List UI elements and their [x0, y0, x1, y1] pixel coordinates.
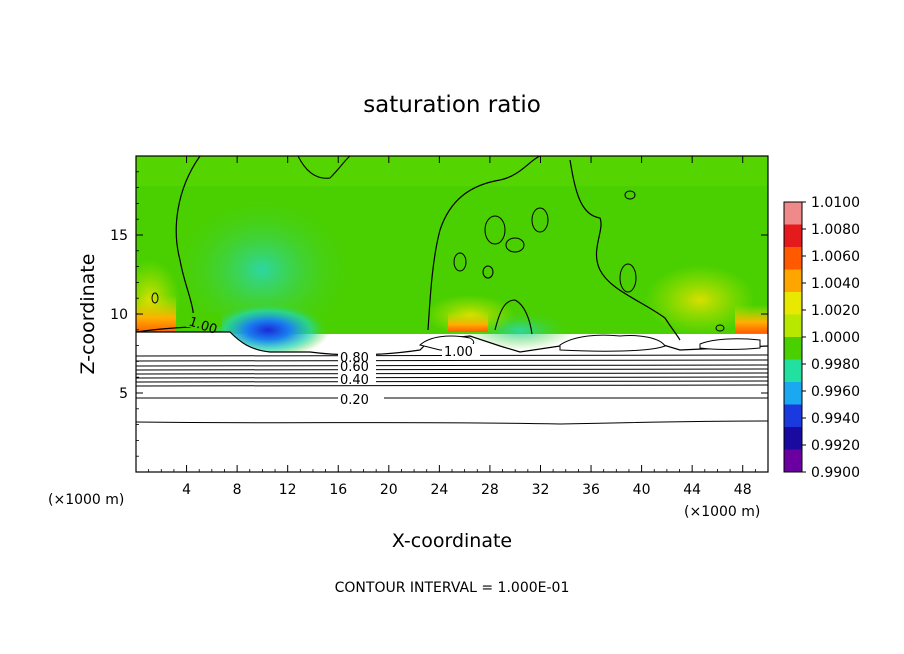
- colorbar-swatch: [784, 247, 802, 270]
- contour-ring: [151, 292, 159, 304]
- contour-label-bg: [186, 313, 222, 327]
- lighter-green-band: [136, 156, 768, 186]
- colorbar-label: 1.0020: [811, 303, 860, 319]
- colorbar-swatch: [784, 202, 802, 225]
- colorbar-swatch: [784, 337, 802, 360]
- contour-ring: [531, 207, 549, 233]
- contour-label-bg: [338, 353, 376, 363]
- colorbar-label: 1.0080: [811, 222, 860, 238]
- colorbar-swatch: [784, 224, 802, 248]
- contour-line: [136, 359, 768, 362]
- contour-label: 0.40: [340, 373, 369, 388]
- colorbar-swatch: [784, 427, 802, 450]
- y-tick-label: 15: [110, 228, 128, 244]
- cyan-plume: [167, 192, 357, 348]
- contour-ring: [619, 263, 637, 293]
- colorbar: 1.0100 1.0080 1.0060 1.0040 1.0020 1.0000 0.99…: [783, 195, 860, 481]
- contour-line: [136, 156, 201, 333]
- cloud-blob-contour: [699, 338, 761, 350]
- x-tick-label: 12: [279, 482, 297, 498]
- x-tick-label: 24: [430, 482, 448, 498]
- contour-label-bg: [338, 372, 376, 384]
- contour-line: [427, 156, 541, 331]
- x-tick-label: 32: [532, 482, 550, 498]
- contour-ring: [482, 265, 494, 279]
- y-tick-label: 10: [110, 307, 128, 323]
- contour-ring: [624, 190, 636, 200]
- y-tick-label: 5: [119, 386, 128, 402]
- x-tick-label: 36: [582, 482, 600, 498]
- contour-label-bg: [442, 344, 480, 358]
- y-axis-label: Z-coordinate: [77, 254, 99, 375]
- contour-line: [297, 156, 351, 179]
- x-axis-label: X-coordinate: [392, 530, 512, 552]
- contour-line: [136, 380, 768, 383]
- lower-white-region: [136, 332, 768, 472]
- contour-line: [136, 420, 768, 425]
- colorbar-label: 0.9900: [811, 465, 860, 481]
- contour-line: [136, 368, 768, 371]
- contour-line: [569, 159, 681, 341]
- x-tick-label: 48: [734, 482, 752, 498]
- contour-ring: [453, 252, 467, 272]
- x-tick-label: 28: [481, 482, 499, 498]
- colorbar-label: 0.9980: [811, 357, 860, 373]
- x-tick-label: 44: [683, 482, 701, 498]
- colorbar-label: 0.9940: [811, 411, 860, 427]
- x-unit-right: (×1000 m): [684, 504, 760, 520]
- x-unit-left: (×1000 m): [48, 492, 124, 508]
- contour-line: [136, 384, 768, 387]
- colorbar-swatch: [784, 382, 802, 405]
- x-tick-label: 8: [233, 482, 242, 498]
- contour-label-bg: [338, 362, 376, 372]
- contour-label-bg: [338, 391, 384, 405]
- contour-ring: [715, 324, 725, 332]
- x-axis: 4 8 12 16 20 24 28 32 36 40 44 48: [148, 156, 756, 498]
- contour-line: [494, 299, 533, 335]
- yellow-patch-right: [645, 265, 755, 335]
- contour-label: 0.20: [340, 393, 369, 408]
- x-tick-label: 20: [380, 482, 398, 498]
- colorbar-swatch: [784, 314, 802, 338]
- colorbar-swatch: [784, 292, 802, 315]
- plot-area: 1.00 1.00 0.80 0.60 0.40 0.20: [136, 156, 768, 472]
- contour-ring: [484, 215, 506, 245]
- colorbar-swatch: [784, 269, 802, 293]
- cloud-blob-contour: [559, 334, 666, 352]
- colorbar-label: 0.9960: [811, 384, 860, 400]
- x-tick-label: 40: [633, 482, 651, 498]
- contour-line: [136, 372, 768, 375]
- colorbar-label: 1.0000: [811, 330, 860, 346]
- colorbar-swatch: [784, 359, 802, 383]
- colorbar-label: 1.0060: [811, 249, 860, 265]
- colorbar-swatch: [784, 449, 802, 473]
- contour-line: [136, 364, 768, 367]
- warm-band-right: [735, 305, 768, 333]
- colorbar-label: 1.0040: [811, 276, 860, 292]
- warm-band-mid: [448, 312, 488, 332]
- x-tick-label: 4: [182, 482, 191, 498]
- contour-label: 0.60: [340, 360, 369, 375]
- x-tick-label: 16: [329, 482, 347, 498]
- colorbar-label: 0.9920: [811, 438, 860, 454]
- contour-interval-note: CONTOUR INTERVAL = 1.000E-01: [335, 580, 570, 596]
- contour-line: [136, 376, 768, 379]
- chart-title: saturation ratio: [363, 92, 541, 118]
- colorbar-swatch: [784, 404, 802, 428]
- colorbar-label: 1.0100: [811, 195, 860, 211]
- y-axis: 5 10 15: [110, 171, 768, 457]
- contour-label: 1.00: [444, 345, 473, 360]
- contour-ring: [505, 237, 525, 253]
